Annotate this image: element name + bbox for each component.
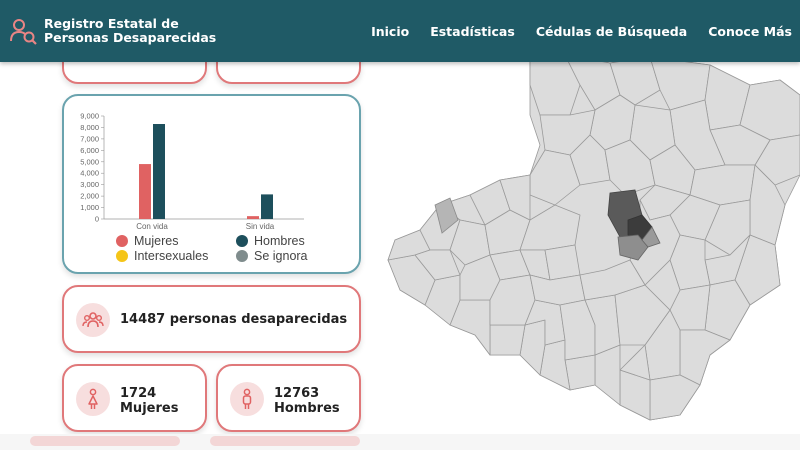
footer-decoration	[210, 436, 360, 446]
men-count: 12763	[274, 386, 320, 401]
map-region[interactable]	[489, 324, 526, 356]
map-region[interactable]	[529, 274, 586, 306]
nav-cedulas[interactable]: Cédulas de Búsqueda	[535, 23, 688, 39]
bar-mujeres-0	[139, 164, 151, 219]
legend-dot-mujeres	[116, 234, 128, 247]
map-region[interactable]	[579, 259, 646, 301]
map-region[interactable]	[414, 249, 461, 281]
site-header: Registro Estatal de Personas Desaparecid…	[0, 0, 800, 62]
legend-label-mujeres: Mujeres	[134, 233, 179, 248]
map-region[interactable]	[619, 344, 651, 381]
legend-item-hombres[interactable]: Hombres	[236, 234, 356, 248]
total-card: 14487 personas desaparecidas	[62, 285, 361, 353]
women-card: 1724 Mujeres	[62, 364, 207, 432]
bar-chart: 0 1,000 2,000 3,000 4,000 5,000 6,000 7,000 8,00…	[80, 112, 304, 231]
site-title-line2: Personas Desaparecidas	[44, 30, 217, 45]
legend-label-hombres: Hombres	[254, 233, 305, 248]
x-tick-label: Sin vida	[246, 222, 275, 231]
map-region-highlight[interactable]	[434, 197, 459, 234]
map-region-highlight[interactable]	[641, 226, 661, 248]
y-tick-label: 1,000	[80, 203, 99, 212]
chart-card: 0 1,000 2,000 3,000 4,000 5,000 6,000 7,000 8,00…	[62, 94, 361, 274]
state-municipality-map[interactable]	[380, 55, 800, 425]
legend-dot-intersexuales	[116, 249, 128, 262]
bar-mujeres-1	[247, 216, 259, 219]
woman-icon	[76, 382, 110, 416]
person-search-icon	[8, 16, 38, 46]
legend-label-intersexuales: Intersexuales	[134, 248, 209, 263]
main-nav: Inicio Estadísticas Cédulas de Búsqueda …	[350, 0, 792, 62]
site-title-line1: Registro Estatal de	[44, 16, 179, 31]
footer-strip	[0, 434, 800, 450]
map-region[interactable]	[649, 374, 701, 421]
nav-estadisticas[interactable]: Estadísticas	[430, 23, 515, 39]
brand[interactable]: Registro Estatal de Personas Desaparecid…	[8, 16, 216, 46]
y-tick-label: 9,000	[80, 112, 99, 121]
total-missing-text: 14487 personas desaparecidas	[120, 312, 348, 327]
legend-item-se-ignora[interactable]: Se ignora	[236, 249, 356, 263]
map-region[interactable]	[594, 344, 621, 406]
legend-dot-hombres	[236, 234, 248, 247]
chart-legend: Mujeres Hombres Intersexuales Se ignora	[116, 233, 356, 263]
nav-inicio[interactable]: Inicio	[371, 23, 410, 39]
legend-label-se-ignora: Se ignora	[254, 248, 308, 263]
nav-conoce-mas[interactable]: Conoce Más	[708, 23, 792, 39]
y-tick-label: 0	[95, 215, 99, 224]
women-count: 1724	[120, 386, 157, 401]
footer-decoration	[30, 436, 180, 446]
man-icon	[230, 382, 264, 416]
y-tick-label: 6,000	[80, 146, 99, 155]
y-tick-label: 7,000	[80, 134, 99, 143]
map-region[interactable]	[679, 329, 731, 386]
bar-hombres-0	[153, 124, 165, 219]
y-tick-label: 8,000	[80, 123, 99, 132]
y-tick-label: 4,000	[80, 169, 99, 178]
y-tick-label: 3,000	[80, 180, 99, 189]
legend-dot-se-ignora	[236, 249, 248, 262]
site-title: Registro Estatal de Personas Desaparecid…	[44, 17, 216, 45]
legend-item-mujeres[interactable]: Mujeres	[116, 234, 236, 248]
map-region[interactable]	[499, 174, 531, 221]
legend-item-intersexuales[interactable]: Intersexuales	[116, 249, 236, 263]
bar-hombres-1	[261, 194, 273, 219]
men-label: Hombres	[274, 401, 340, 416]
map-region-highlight[interactable]	[617, 234, 649, 261]
map-region[interactable]	[544, 244, 581, 281]
y-tick-label: 5,000	[80, 157, 99, 166]
men-card: 12763 Hombres	[216, 364, 361, 432]
x-tick-label: Con vida	[136, 222, 168, 231]
people-group-icon	[76, 303, 110, 337]
women-label: Mujeres	[120, 401, 179, 416]
y-tick-label: 2,000	[80, 192, 99, 201]
